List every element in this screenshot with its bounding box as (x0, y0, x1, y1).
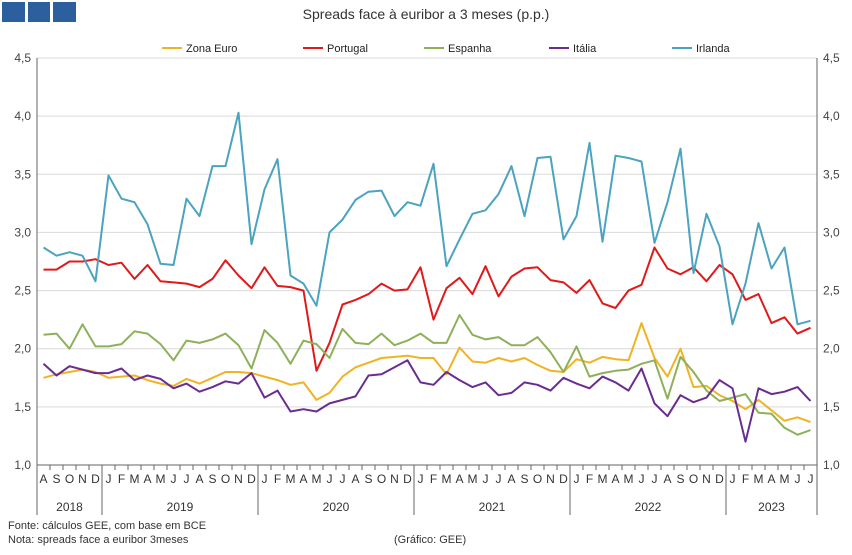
x-month-label: J (483, 472, 489, 486)
y-tick-label-left: 3,5 (14, 167, 31, 181)
x-month-label: A (455, 472, 463, 486)
x-month-label: N (234, 472, 243, 486)
x-month-label: S (676, 472, 684, 486)
x-month-label: J (652, 472, 658, 486)
x-month-label: S (364, 472, 372, 486)
x-month-label: M (598, 472, 608, 486)
y-tick-label-left: 2,5 (14, 284, 31, 298)
x-month-label: S (520, 472, 528, 486)
x-month-label: S (208, 472, 216, 486)
x-month-label: A (611, 472, 619, 486)
x-month-label: A (767, 472, 775, 486)
x-month-label: J (639, 472, 645, 486)
x-month-label: N (546, 472, 555, 486)
x-month-label: O (65, 472, 74, 486)
x-month-label: J (184, 472, 190, 486)
x-month-label: A (351, 472, 359, 486)
y-tick-label-right: 4,0 (823, 109, 840, 123)
x-month-label: S (52, 472, 60, 486)
x-month-label: J (262, 472, 268, 486)
y-tick-label-right: 1,0 (823, 458, 840, 472)
x-month-label: N (390, 472, 399, 486)
y-tick-label-left: 2,0 (14, 342, 31, 356)
x-month-label: J (327, 472, 333, 486)
x-month-label: M (286, 472, 296, 486)
legend-label: Irlanda (696, 43, 731, 55)
x-month-label: J (106, 472, 112, 486)
legend-label: Espanha (448, 43, 492, 55)
x-month-label: A (195, 472, 203, 486)
series-line-espanha (43, 314, 811, 436)
x-month-label: D (559, 472, 568, 486)
x-month-label: J (340, 472, 346, 486)
x-month-label: A (39, 472, 47, 486)
footnote-note: Nota: spreads face a euribor 3meses (8, 534, 189, 546)
y-tick-label-right: 2,5 (823, 284, 840, 298)
series-line-portugal (43, 246, 811, 372)
x-month-label: D (247, 472, 256, 486)
x-year-label: 2020 (323, 500, 350, 514)
x-month-label: J (795, 472, 801, 486)
x-year-label: 2023 (758, 500, 785, 514)
x-month-label: M (468, 472, 478, 486)
x-month-label: J (171, 472, 177, 486)
x-month-label: M (780, 472, 790, 486)
series-line-irlanda (42, 111, 811, 326)
y-tick-label-left: 1,0 (14, 458, 31, 472)
y-tick-label-right: 4,5 (823, 51, 840, 65)
x-month-label: J (808, 472, 814, 486)
x-month-label: D (403, 472, 412, 486)
y-tick-label-right: 3,0 (823, 225, 840, 239)
series-line-it-lia (42, 359, 812, 443)
x-month-label: J (730, 472, 736, 486)
legend-label: Portugal (327, 43, 368, 55)
x-month-label: M (624, 472, 634, 486)
x-month-label: O (377, 472, 386, 486)
chart-title: Spreads face à euribor a 3 meses (p.p.) (302, 6, 550, 22)
y-tick-label-right: 3,5 (823, 167, 840, 181)
brand-logo (2, 2, 77, 22)
x-year-label: 2021 (479, 500, 506, 514)
x-year-label: 2018 (56, 500, 83, 514)
y-tick-label-left: 1,5 (14, 400, 31, 414)
x-month-label: D (715, 472, 724, 486)
x-year-label: 2022 (635, 500, 662, 514)
y-tick-label-left: 4,0 (14, 109, 31, 123)
x-month-label: F (742, 472, 749, 486)
x-month-label: N (702, 472, 711, 486)
x-year-label: 2019 (167, 500, 194, 514)
legend-label: Zona Euro (186, 43, 237, 55)
footnote-source: Fonte: cálculos GEE, com base em BCE (8, 520, 207, 532)
x-month-label: J (418, 472, 424, 486)
x-month-label: N (78, 472, 87, 486)
legend-label: Itália (573, 43, 597, 55)
x-month-label: J (574, 472, 580, 486)
x-month-label: A (663, 472, 671, 486)
x-month-label: M (442, 472, 452, 486)
x-month-label: F (274, 472, 281, 486)
x-month-label: D (91, 472, 100, 486)
y-tick-label-right: 1,5 (823, 400, 840, 414)
x-month-label: A (299, 472, 307, 486)
x-month-label: A (143, 472, 151, 486)
x-month-label: M (312, 472, 322, 486)
x-month-label: A (507, 472, 515, 486)
x-month-label: M (156, 472, 166, 486)
x-month-label: O (533, 472, 542, 486)
y-tick-label-right: 2,0 (823, 342, 840, 356)
footnote-credit: (Gráfico: GEE) (394, 534, 467, 546)
y-tick-label-left: 4,5 (14, 51, 31, 65)
x-month-label: F (430, 472, 437, 486)
x-month-label: M (754, 472, 764, 486)
y-tick-label-left: 3,0 (14, 225, 31, 239)
x-month-label: F (118, 472, 125, 486)
x-month-label: M (130, 472, 140, 486)
x-month-label: O (689, 472, 698, 486)
x-month-label: J (496, 472, 502, 486)
x-month-label: O (221, 472, 230, 486)
x-month-label: F (586, 472, 593, 486)
